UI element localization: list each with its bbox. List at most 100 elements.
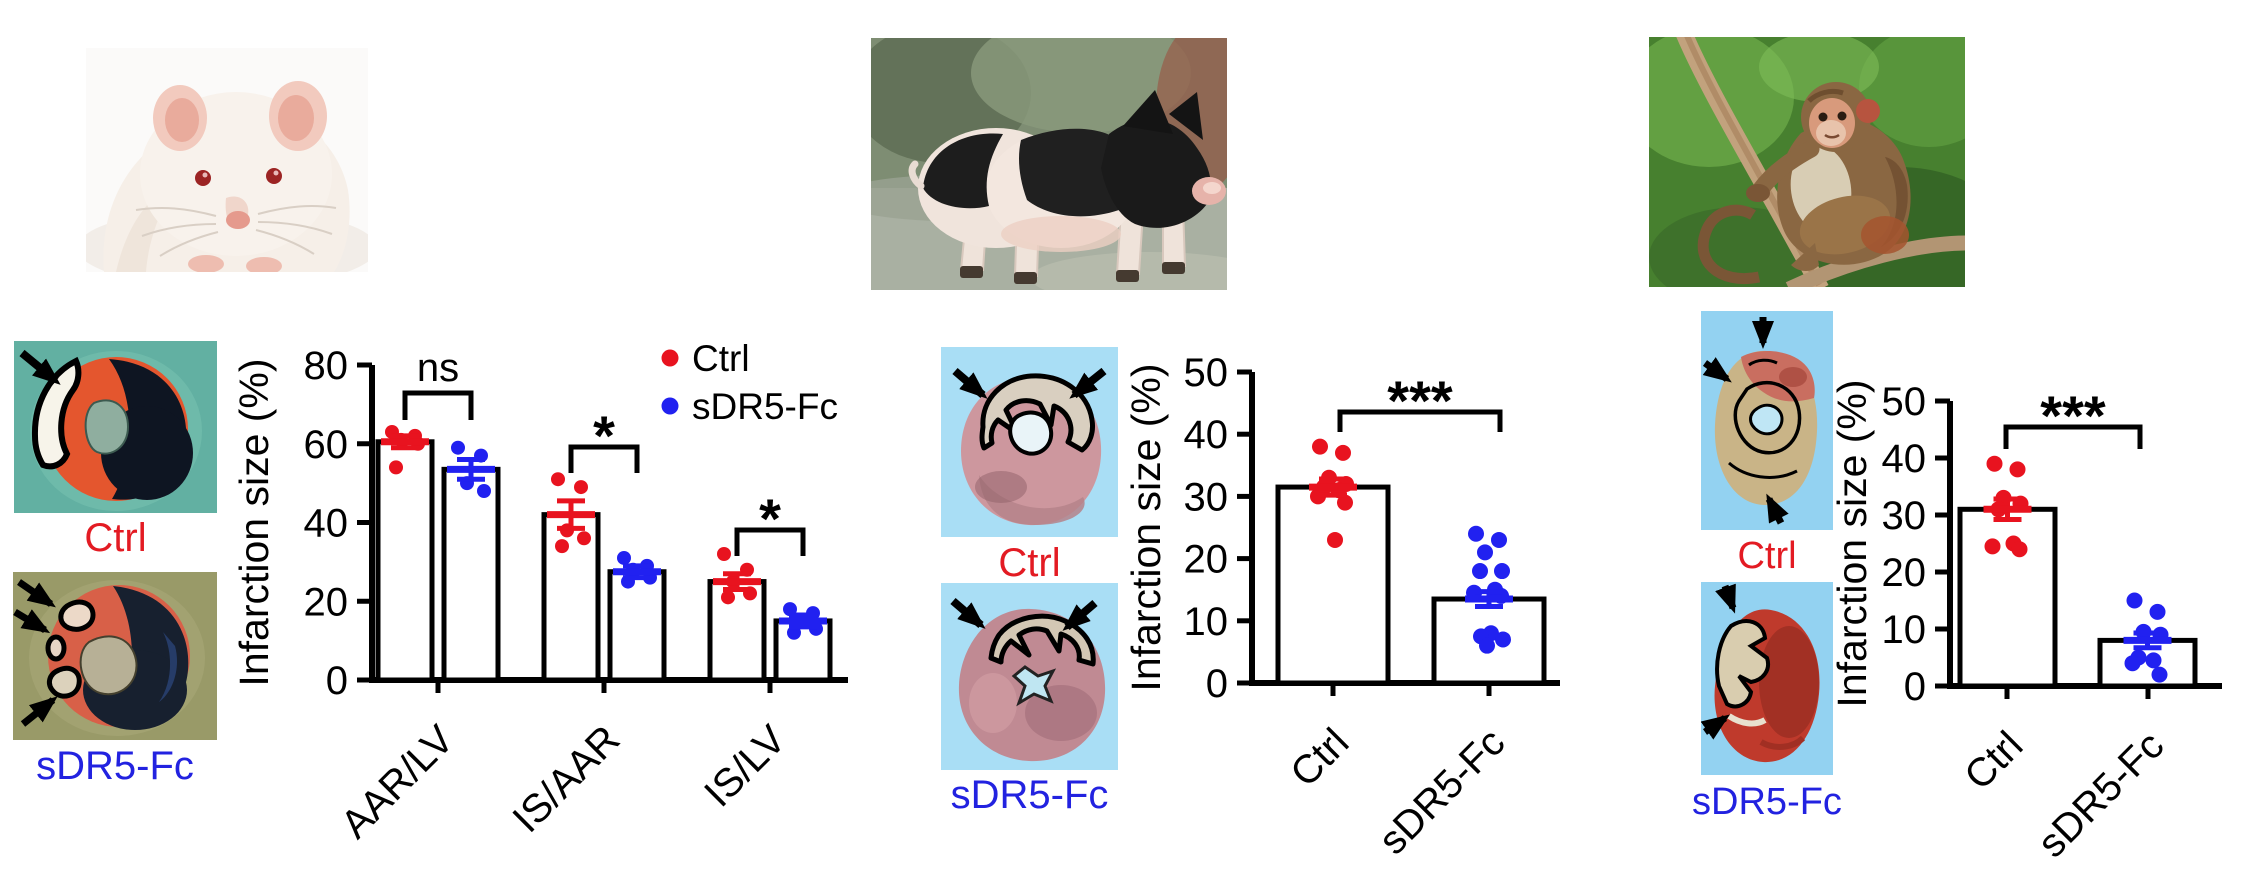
heart-cavity bbox=[84, 399, 130, 455]
data-point bbox=[574, 480, 588, 495]
infarction-chart-0: 0 20 40 60 80 Infarction size (%) AAR/LV IS/AAR… bbox=[231, 338, 848, 847]
rat-paw bbox=[246, 257, 282, 272]
pig-ctrl-heart-image bbox=[941, 347, 1118, 537]
infarction-chart-1: 0 10 20 30 40 50 Infarction size (%) Ctrl sDR5-F… bbox=[1123, 351, 1560, 863]
data-point bbox=[2009, 461, 2026, 478]
rat-illustration bbox=[86, 48, 368, 272]
infarct-outline bbox=[1733, 380, 1802, 455]
y-tick-label: 0 bbox=[1904, 665, 1926, 709]
pig-photo bbox=[871, 38, 1227, 290]
pig-head bbox=[1101, 119, 1211, 228]
y-tick-label: 30 bbox=[1184, 475, 1229, 519]
bar bbox=[1957, 506, 2058, 689]
rat-sdr5-label: sDR5-Fc bbox=[36, 744, 194, 788]
data-point bbox=[717, 547, 731, 561]
data-point bbox=[577, 531, 591, 546]
bar bbox=[1275, 484, 1391, 686]
data-point bbox=[721, 590, 735, 605]
significance-label: *** bbox=[2040, 384, 2106, 447]
significance-bracket bbox=[734, 527, 806, 556]
monkey-illustration bbox=[1649, 37, 1965, 287]
data-point bbox=[1472, 563, 1488, 580]
data-point bbox=[555, 539, 569, 554]
monkey-ctrl-label: Ctrl bbox=[1737, 535, 1797, 577]
y-tick-label: 20 bbox=[1882, 551, 1927, 595]
rat-photo bbox=[86, 48, 368, 272]
data-point bbox=[1327, 531, 1343, 548]
arrow-icon bbox=[1715, 583, 1737, 614]
y-tick-label: 40 bbox=[1184, 413, 1229, 457]
x-category-label: sDR5-Fc bbox=[2030, 723, 2173, 866]
arrow-icon bbox=[1702, 357, 1732, 383]
pig-ear bbox=[1169, 92, 1203, 140]
infarct-outline bbox=[979, 373, 1095, 453]
pig-illustration bbox=[871, 38, 1227, 290]
significance-bracket bbox=[568, 444, 640, 473]
data-point bbox=[1495, 631, 1511, 648]
monkey-sdr5-heart-image bbox=[1701, 582, 1833, 775]
significance-label: *** bbox=[1387, 369, 1453, 432]
y-axis-title: Infarction size (%) bbox=[231, 358, 277, 686]
y-axis-title: Infarction size (%) bbox=[1829, 379, 1875, 707]
bar bbox=[707, 579, 767, 683]
infarct-outline bbox=[45, 634, 67, 662]
data-point bbox=[389, 460, 403, 475]
data-point bbox=[1312, 438, 1328, 455]
bar bbox=[375, 439, 435, 683]
rat-nose bbox=[226, 211, 250, 229]
arrow-icon bbox=[19, 349, 61, 385]
significance-bracket bbox=[402, 390, 474, 420]
x-category-label: IS/LV bbox=[696, 717, 794, 815]
arrow-icon bbox=[13, 608, 51, 634]
data-point bbox=[1468, 525, 1484, 542]
bar bbox=[607, 569, 667, 683]
data-point bbox=[617, 550, 631, 565]
significance-bracket bbox=[2003, 424, 2143, 449]
monkey-hand bbox=[1746, 184, 1770, 202]
monkey-tail bbox=[1697, 204, 1761, 284]
y-tick-label: 40 bbox=[304, 502, 349, 546]
monkey-sdr5-label: sDR5-Fc bbox=[1692, 781, 1842, 823]
heart-cavity bbox=[79, 635, 138, 696]
data-point bbox=[1479, 637, 1495, 654]
rat-ctrl-heart-image bbox=[14, 341, 217, 513]
data-point bbox=[1477, 544, 1493, 561]
data-point bbox=[2151, 666, 2168, 683]
pig-hooves bbox=[960, 262, 1185, 284]
data-point bbox=[551, 472, 565, 487]
y-tick-label: 40 bbox=[1882, 437, 1927, 481]
rat-sdr5-heart-image bbox=[13, 572, 217, 740]
data-point bbox=[451, 440, 465, 455]
pig-tail bbox=[908, 160, 925, 190]
y-tick-label: 0 bbox=[326, 659, 348, 703]
pig-rump-patch bbox=[923, 133, 1003, 209]
heart-cavity bbox=[1011, 665, 1057, 707]
legend-dot bbox=[661, 349, 679, 367]
monkey-ctrl-heart-image bbox=[1701, 311, 1833, 530]
data-point bbox=[477, 484, 491, 498]
y-tick-label: 30 bbox=[1882, 494, 1927, 538]
legend-label: Ctrl bbox=[692, 338, 750, 379]
significance-label: ns bbox=[417, 346, 459, 390]
x-category-label: sDR5-Fc bbox=[1371, 720, 1514, 863]
data-point bbox=[2124, 655, 2141, 672]
pig-ctrl-label: Ctrl bbox=[998, 541, 1061, 585]
monkey-photo bbox=[1649, 37, 1965, 287]
pig-sdr5-heart-image bbox=[941, 583, 1118, 770]
monkey-foot bbox=[1791, 243, 1819, 271]
rat-ctrl-label: Ctrl bbox=[84, 516, 147, 560]
rat-paw bbox=[188, 255, 224, 272]
legend-label: sDR5-Fc bbox=[692, 386, 838, 427]
monkey-arm bbox=[1752, 140, 1820, 198]
infarct-outline bbox=[1715, 619, 1770, 709]
pig-ear bbox=[1123, 90, 1173, 134]
y-tick-label: 10 bbox=[1184, 600, 1229, 644]
branch-lower bbox=[1785, 235, 1965, 287]
x-category-label: Ctrl bbox=[1282, 720, 1357, 795]
data-point bbox=[2126, 592, 2143, 609]
y-tick-label: 0 bbox=[1206, 662, 1228, 706]
x-category-label: Ctrl bbox=[1956, 723, 2031, 798]
arrow-icon bbox=[950, 597, 986, 629]
